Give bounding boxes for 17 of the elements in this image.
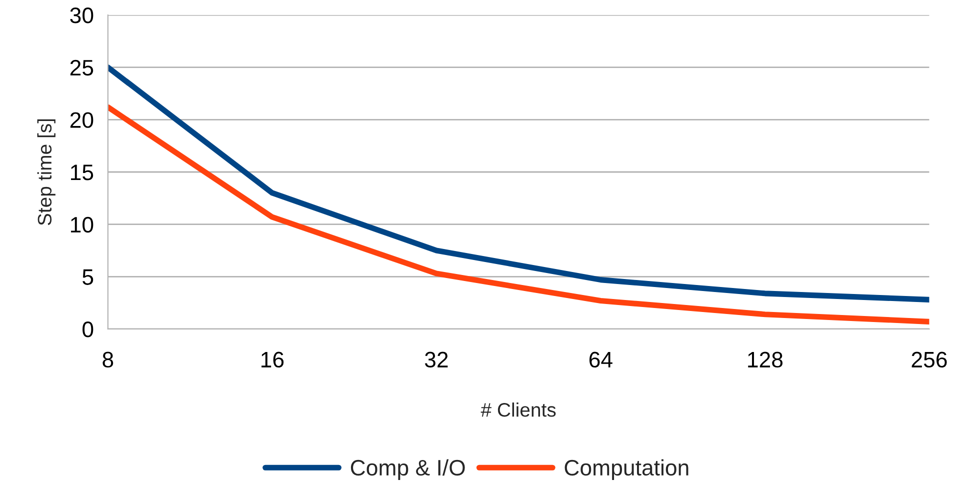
x-tick-label: 128 xyxy=(748,352,783,368)
x-tick-label: 64 xyxy=(589,352,612,368)
y-tick-label: 15 xyxy=(71,164,94,180)
x-tick-label: 256 xyxy=(912,352,947,368)
legend-label: Comp & I/O xyxy=(350,459,465,480)
y-tick-label: 10 xyxy=(71,216,94,233)
x-tick-label: 32 xyxy=(424,352,448,368)
y-tick-label: 5 xyxy=(82,269,94,285)
x-tick-label: 8 xyxy=(102,352,114,368)
y-tick-label: 20 xyxy=(70,112,94,128)
x-tick-label: 16 xyxy=(262,352,284,368)
y-tick-label: 0 xyxy=(82,322,94,338)
y-tick-label: 25 xyxy=(70,60,94,76)
x-axis-title: # Clients xyxy=(480,402,556,417)
y-tick-label: 30 xyxy=(70,8,94,24)
legend-label: Computation xyxy=(564,459,688,480)
y-axis-title: Step time [s] xyxy=(37,119,56,226)
